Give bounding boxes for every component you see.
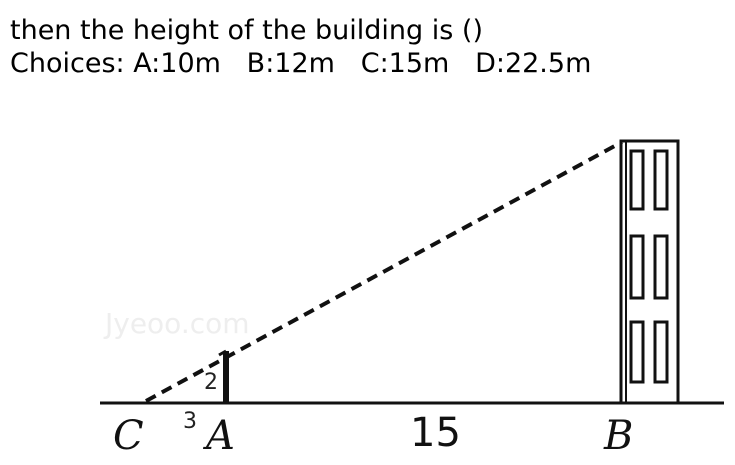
point-label-c: C	[113, 413, 144, 459]
window	[653, 149, 669, 211]
sight-line	[145, 140, 623, 403]
building-outline	[619, 139, 680, 405]
question-line: then the height of the building is ()	[10, 15, 483, 46]
window	[653, 234, 669, 300]
point-label-b: B	[603, 413, 633, 459]
watermark: Jyeoo.com	[103, 307, 250, 340]
window	[629, 234, 645, 300]
window	[653, 320, 669, 384]
window	[629, 149, 645, 211]
pole-height-label: 2	[204, 370, 218, 395]
window	[629, 320, 645, 384]
point-label-a: A	[202, 413, 235, 459]
ca-distance-label: 3	[183, 409, 197, 434]
building	[619, 139, 680, 405]
pole-cap	[218, 349, 227, 357]
question-text: then the height of the building is () Ch…	[10, 14, 591, 80]
ab-distance-label: 15	[410, 410, 461, 456]
choices-line: Choices: A:10m B:12m C:15m D:22.5m	[10, 48, 592, 79]
